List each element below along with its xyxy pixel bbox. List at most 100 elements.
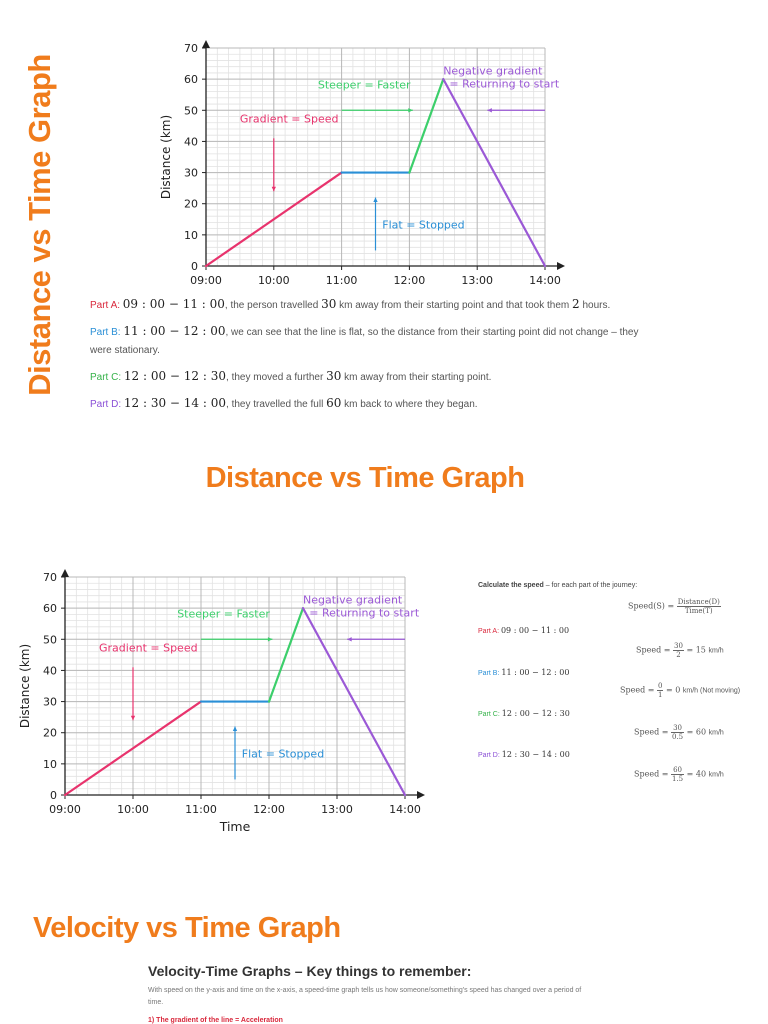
- annotation-arrow-gradient-head: [271, 186, 276, 192]
- speed-part-a-calc: Speed = 30 2 = 15 km/h: [636, 642, 724, 659]
- speed-formula: Speed(S) = Distance(D) Time(T): [628, 598, 721, 615]
- y-tick-label: 60: [43, 602, 57, 615]
- speed-b-num: 0: [656, 682, 664, 691]
- y-tick-label: 50: [43, 633, 57, 646]
- speed-part-d-label: Part D: 12 : 30 − 14 : 00: [478, 750, 570, 759]
- speed-word-d: Speed =: [634, 769, 669, 779]
- y-axis-arrow: [61, 569, 69, 577]
- annotation-arrow-steeper-head: [408, 108, 413, 113]
- x-tick-label: 11:00: [185, 803, 217, 816]
- speed-part-c-label: Part C: 12 : 00 − 12 : 30: [478, 709, 570, 718]
- speed-b-result: = 0: [666, 685, 681, 695]
- speed-intro: Calculate the speed – for each part of t…: [478, 582, 637, 589]
- annotation-negative-gradient: Negative gradient: [303, 593, 403, 606]
- annotation-arrow-steeper-head: [267, 637, 273, 642]
- distance-time-chart-2: 0 10 20 30 40 50 60 70 09:00 10:00 11:00 12:00 13:00…: [18, 569, 425, 834]
- annotation-arrow-negative-head: [487, 108, 492, 113]
- speed-a-num: 30: [672, 642, 684, 651]
- speed-d-den: 1.5: [671, 775, 684, 783]
- annotation-negative-gradient: Negative gradient: [443, 64, 543, 77]
- speed-part-a-range: 09 : 00 − 11 : 00: [500, 626, 570, 635]
- annotation-steeper-faster: Steeper = Faster: [318, 78, 411, 91]
- speed-c-num: 30: [670, 724, 685, 733]
- speed-part-c-name: Part C:: [478, 711, 500, 718]
- speed-a-den: 2: [676, 651, 681, 659]
- chart-2-grid: [64, 576, 406, 796]
- speed-intro-bold: Calculate the speed: [478, 582, 544, 589]
- x-tick-label: 14:00: [529, 274, 561, 287]
- speed-part-a-label: Part A: 09 : 00 − 11 : 00: [478, 626, 569, 635]
- speed-c-unit: km/h: [708, 729, 724, 737]
- speed-part-d-name: Part D:: [478, 752, 500, 759]
- x-tick-label: 12:00: [394, 274, 426, 287]
- speed-d-unit: km/h: [708, 771, 724, 779]
- part-b-description: Part B: 11 : 00 − 12 : 00, we can see th…: [90, 322, 690, 360]
- formula-numerator: Distance(D): [676, 598, 721, 607]
- annotation-returning: = Returning to start: [309, 607, 420, 620]
- section-2-heading: Distance vs Time Graph: [205, 462, 525, 494]
- x-axis-arrow: [417, 791, 425, 799]
- speed-part-c-range: 12 : 00 − 12 : 30: [501, 709, 570, 718]
- part-c-label: Part C:: [90, 372, 122, 383]
- speed-calculation-panel: Calculate the speed – for each part of t…: [478, 578, 740, 798]
- part-d-text-1: , they travelled the full: [226, 399, 327, 410]
- part-b-text-1: , we can see that the line is flat, so t…: [225, 327, 639, 338]
- part-a-range: 09 : 00 − 11 : 00: [122, 297, 225, 311]
- part-a-description: Part A: 09 : 00 − 11 : 00, the person tr…: [90, 295, 690, 315]
- speed-a-unit: km/h: [708, 647, 724, 655]
- y-tick-label: 70: [184, 42, 198, 55]
- speed-part-b-range: 11 : 00 − 12 : 00: [501, 668, 570, 677]
- annotation-returning: = Returning to start: [449, 78, 560, 91]
- annotation-gradient-speed: Gradient = Speed: [240, 113, 339, 126]
- annotation-arrow-flat-head: [232, 726, 238, 731]
- key-things-subheading: 1) The gradient of the line = Accelerati…: [148, 1017, 283, 1024]
- speed-b-den: 1: [657, 691, 663, 699]
- part-b-range: 11 : 00 − 12 : 00: [123, 324, 226, 338]
- annotation-gradient-speed: Gradient = Speed: [99, 642, 198, 655]
- part-a-text-1: , the person travelled: [224, 300, 322, 311]
- part-a-num-2: 2: [572, 297, 580, 311]
- y-tick-label: 20: [43, 727, 57, 740]
- x-tick-label: 09:00: [190, 274, 222, 287]
- y-tick-label: 50: [184, 104, 198, 117]
- speed-d-num: 60: [670, 766, 685, 775]
- formula-lhs: Speed(S) =: [628, 601, 675, 611]
- part-d-range: 12 : 30 − 14 : 00: [123, 396, 227, 410]
- y-tick-label: 30: [43, 696, 57, 709]
- x-tick-label: 11:00: [326, 274, 358, 287]
- speed-d-result: = 40: [686, 769, 707, 779]
- part-b-text-2: were stationary.: [90, 345, 160, 356]
- x-axis-arrow: [557, 262, 565, 270]
- part-b-label: Part B:: [90, 327, 121, 338]
- y-tick-label: 40: [184, 135, 198, 148]
- series-segment-1: [63, 700, 203, 797]
- key-things-text: With speed on the y-axis and time on the…: [148, 987, 582, 1006]
- part-c-text-2: km away from their starting point.: [341, 372, 492, 383]
- speed-word-a: Speed =: [636, 645, 671, 655]
- part-d-text-2: km back to where they began.: [341, 399, 478, 410]
- x-tick-label: 10:00: [117, 803, 149, 816]
- y-axis-label: Distance (km): [18, 644, 32, 728]
- part-c-description: Part C: 12 : 00 − 12 : 30, they moved a …: [90, 367, 690, 387]
- part-a-num-1: 30: [321, 297, 337, 311]
- x-tick-label: 13:00: [321, 803, 353, 816]
- x-tick-label: 14:00: [389, 803, 421, 816]
- series-segment-4: [442, 78, 547, 268]
- part-a-text-2: km away from their starting point and th…: [336, 300, 573, 311]
- speed-part-b-label: Part B: 11 : 00 − 12 : 00: [478, 668, 569, 677]
- speed-b-unit: km/h (Not moving): [682, 687, 741, 695]
- part-d-label: Part D:: [90, 399, 122, 410]
- distance-time-chart-1: 0 10 20 30 40 50 60 70 09:00 10:00 11:00 12:00 13:00…: [159, 40, 565, 287]
- y-tick-label: 30: [184, 167, 198, 180]
- y-tick-label: 40: [43, 664, 57, 677]
- part-a-text-3: hours.: [579, 300, 611, 311]
- speed-part-c-calc: Speed = 30 0.5 = 60 km/h: [634, 724, 724, 741]
- speed-c-result: = 60: [686, 727, 707, 737]
- x-axis-label: Time: [219, 819, 251, 834]
- annotation-arrow-flat-head: [373, 197, 378, 202]
- x-tick-label: 12:00: [253, 803, 285, 816]
- vertical-title-text: Distance vs Time Graph: [22, 54, 57, 396]
- x-tick-label: 10:00: [258, 274, 290, 287]
- y-tick-label: 0: [50, 789, 57, 802]
